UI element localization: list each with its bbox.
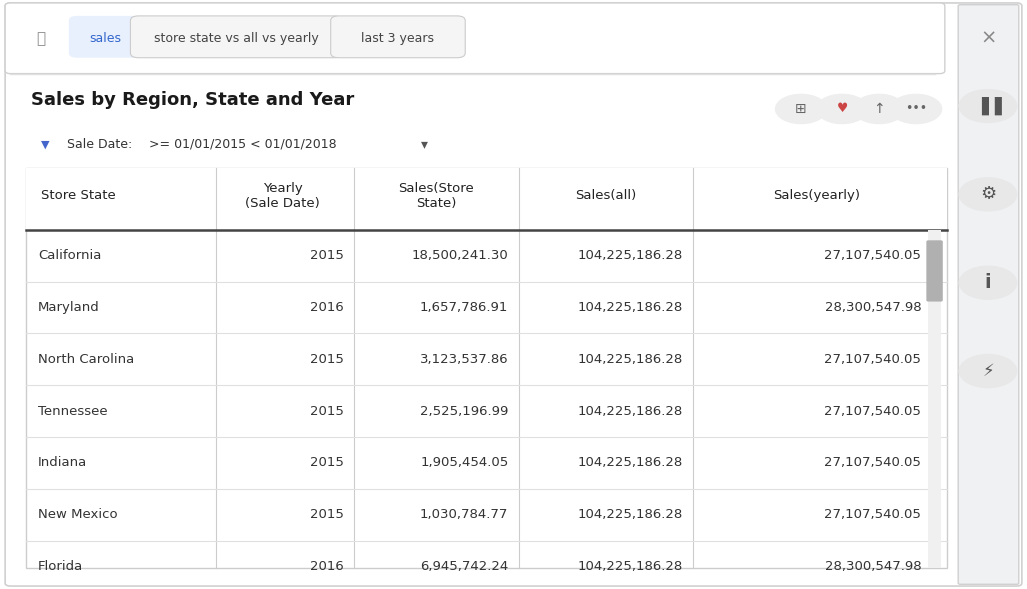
- FancyBboxPatch shape: [5, 3, 1022, 586]
- Text: 27,107,540.05: 27,107,540.05: [825, 249, 921, 262]
- FancyBboxPatch shape: [5, 3, 945, 74]
- Text: Store State: Store State: [41, 189, 116, 203]
- Text: ▾: ▾: [421, 137, 428, 151]
- Text: 104,225,186.28: 104,225,186.28: [578, 301, 683, 314]
- Text: 104,225,186.28: 104,225,186.28: [578, 249, 683, 262]
- Text: i: i: [985, 273, 991, 292]
- Text: North Carolina: North Carolina: [38, 353, 135, 366]
- Text: 28,300,547.98: 28,300,547.98: [825, 560, 921, 573]
- Text: 🔍: 🔍: [37, 31, 45, 46]
- FancyBboxPatch shape: [331, 16, 465, 58]
- Text: ⚡: ⚡: [982, 362, 994, 380]
- Text: 28,300,547.98: 28,300,547.98: [825, 301, 921, 314]
- Circle shape: [959, 178, 1017, 211]
- FancyBboxPatch shape: [928, 230, 941, 568]
- Text: 2,525,196.99: 2,525,196.99: [420, 405, 508, 418]
- Text: Sale Date:: Sale Date:: [67, 138, 132, 151]
- Text: California: California: [38, 249, 102, 262]
- Text: 27,107,540.05: 27,107,540.05: [825, 405, 921, 418]
- Text: 27,107,540.05: 27,107,540.05: [825, 456, 921, 469]
- Text: 18,500,241.30: 18,500,241.30: [412, 249, 508, 262]
- Text: 2015: 2015: [310, 405, 344, 418]
- Text: ▐▐: ▐▐: [974, 97, 1002, 115]
- Text: 2015: 2015: [310, 456, 344, 469]
- Text: 1,657,786.91: 1,657,786.91: [420, 301, 508, 314]
- Text: 104,225,186.28: 104,225,186.28: [578, 456, 683, 469]
- Text: store state vs all vs yearly: store state vs all vs yearly: [154, 32, 318, 45]
- FancyBboxPatch shape: [26, 168, 947, 230]
- Text: 2016: 2016: [310, 301, 344, 314]
- Text: ⚙: ⚙: [980, 186, 996, 203]
- FancyBboxPatch shape: [69, 16, 142, 58]
- Text: 104,225,186.28: 104,225,186.28: [578, 353, 683, 366]
- Text: 104,225,186.28: 104,225,186.28: [578, 508, 683, 521]
- Text: ↑: ↑: [873, 102, 885, 116]
- Text: ×: ×: [981, 29, 997, 48]
- Text: ♥: ♥: [837, 102, 847, 115]
- Text: Sales(all): Sales(all): [575, 189, 637, 203]
- Text: Indiana: Indiana: [38, 456, 87, 469]
- Circle shape: [816, 94, 868, 124]
- Text: 1,030,784.77: 1,030,784.77: [420, 508, 508, 521]
- Text: New Mexico: New Mexico: [38, 508, 118, 521]
- Text: •••: •••: [905, 102, 927, 115]
- Circle shape: [853, 94, 905, 124]
- Text: Sales(Store
State): Sales(Store State): [398, 182, 474, 210]
- Text: 104,225,186.28: 104,225,186.28: [578, 560, 683, 573]
- FancyBboxPatch shape: [26, 168, 947, 568]
- Text: Maryland: Maryland: [38, 301, 100, 314]
- Text: 6,945,742.24: 6,945,742.24: [420, 560, 508, 573]
- Text: 2015: 2015: [310, 508, 344, 521]
- Text: 3,123,537.86: 3,123,537.86: [420, 353, 508, 366]
- Text: 2016: 2016: [310, 560, 344, 573]
- Text: 1,905,454.05: 1,905,454.05: [420, 456, 508, 469]
- Text: Sales(yearly): Sales(yearly): [773, 189, 860, 203]
- Text: Florida: Florida: [38, 560, 83, 573]
- Text: 27,107,540.05: 27,107,540.05: [825, 508, 921, 521]
- Text: last 3 years: last 3 years: [362, 32, 434, 45]
- Text: ▼: ▼: [41, 140, 49, 149]
- Text: Tennessee: Tennessee: [38, 405, 108, 418]
- Text: Sales by Region, State and Year: Sales by Region, State and Year: [31, 91, 354, 109]
- Circle shape: [959, 90, 1017, 123]
- Text: ⊞: ⊞: [795, 102, 807, 116]
- FancyBboxPatch shape: [958, 5, 1019, 584]
- FancyBboxPatch shape: [130, 16, 342, 58]
- Circle shape: [959, 266, 1017, 299]
- Circle shape: [959, 355, 1017, 388]
- FancyBboxPatch shape: [926, 240, 943, 302]
- Text: >= 01/01/2015 < 01/01/2018: >= 01/01/2015 < 01/01/2018: [149, 138, 337, 151]
- Text: 2015: 2015: [310, 353, 344, 366]
- Text: Yearly
(Sale Date): Yearly (Sale Date): [245, 182, 319, 210]
- Text: 27,107,540.05: 27,107,540.05: [825, 353, 921, 366]
- Circle shape: [890, 94, 942, 124]
- Text: 2015: 2015: [310, 249, 344, 262]
- Text: 104,225,186.28: 104,225,186.28: [578, 405, 683, 418]
- Text: sales: sales: [89, 32, 121, 45]
- Circle shape: [775, 94, 827, 124]
